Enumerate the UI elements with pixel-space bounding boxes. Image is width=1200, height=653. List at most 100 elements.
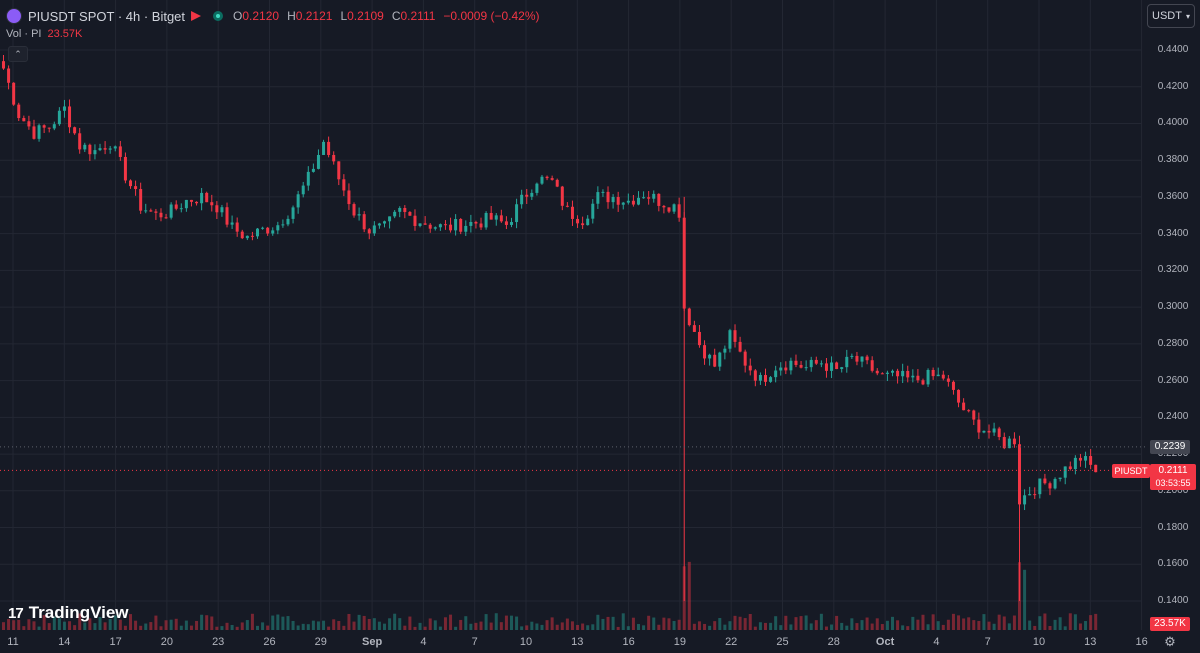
volume-bar [667,618,671,630]
volume-bar [733,615,737,630]
time-axis-label: 26 [263,636,275,648]
candle-body [896,370,900,377]
volume-bar [941,624,945,630]
volume-bar [540,624,544,630]
candle-body [240,231,244,239]
volume-bar [997,614,1001,630]
time-axis-label: 29 [315,636,327,648]
volume-bar [73,625,77,630]
candle-body [245,235,249,239]
candle-body [520,194,524,205]
candle-body [367,229,371,234]
candle-body [22,118,26,122]
candle-body [1007,438,1011,449]
volume-bar [301,623,305,630]
volume-bar [581,623,585,630]
time-axis-label: 13 [1084,636,1096,648]
volume-bar [398,618,402,630]
settings-gear-icon[interactable]: ⚙ [1164,634,1176,649]
candle-body [1028,494,1032,496]
volume-bar [677,619,681,630]
price-axis-label: 0.2800 [1157,337,1189,349]
volume-bar [931,614,935,630]
candle-body [677,204,681,218]
candle-body [885,372,889,374]
candle-body [870,360,874,371]
candle-body [408,212,412,216]
volume-bar [1048,626,1052,630]
volume-label: Vol · PI [6,28,42,40]
volume-legend[interactable]: Vol · PI 23.57K [6,28,82,40]
candle-body [108,148,112,150]
volume-bar [926,624,930,630]
candle-body [1084,456,1088,461]
ohlc-open: O0.2120 [233,9,280,23]
candle-body [718,352,722,367]
volume-bar [225,622,229,630]
volume-bar [916,619,920,630]
volume-bar [306,624,310,630]
volume-bar [779,625,783,630]
volume-bar [184,620,188,630]
candle-body [855,355,859,362]
candle-body [169,204,173,218]
tradingview-logo[interactable]: 17 TradingView [8,603,129,623]
candle-body [1094,464,1098,473]
volume-bar [504,615,508,630]
candle-body [398,207,402,212]
candle-body [443,224,447,226]
volume-bar [42,615,46,630]
candle-body [713,354,717,367]
volume-bar [982,614,986,630]
candle-body [296,194,300,208]
candle-body [139,189,143,211]
volume-bar [230,624,234,630]
volume-bar [814,620,818,630]
volume-bar [616,626,620,630]
candle-body [687,308,691,326]
volume-bar [139,625,143,630]
volume-bar [332,619,336,630]
candle-body [891,370,894,373]
volume-bar [113,615,117,630]
candle-body [850,355,854,357]
candle-body [819,363,823,365]
candle-body [845,356,849,368]
ohlc-low: L0.2109 [340,9,384,23]
price-axis-label: 0.3600 [1157,190,1189,202]
candle-body [637,197,640,205]
candle-body [738,341,742,352]
price-axis-label: 0.3000 [1157,301,1189,313]
marked-price-tag: 0.2239 [1150,440,1190,454]
volume-bar [276,614,280,630]
candle-body [377,223,381,226]
volume-bar [626,626,630,630]
volume-bar [403,625,407,630]
symbol-title[interactable]: PIUSDT SPOT · 4h · Bitget [28,8,186,24]
market-status-icon[interactable] [213,11,224,21]
volume-bar [271,615,275,630]
candle-body [1058,477,1062,479]
currency-selector[interactable]: USDT ▾ [1147,4,1195,28]
tradingview-wordmark: TradingView [28,603,129,622]
candle-body [916,375,920,381]
candle-body [433,227,437,229]
candle-body [901,370,905,377]
volume-bar [12,620,16,630]
volume-bar [824,626,828,630]
candle-body [982,430,986,433]
time-axis-label: 11 [7,636,18,648]
time-axis-label: Oct [876,636,895,648]
volume-bar [865,617,869,630]
volume-bar [144,623,148,630]
volume-bar [855,623,859,630]
collapse-legend-button[interactable]: ⌃ [8,46,28,62]
candle-body [931,369,935,377]
volume-bar [672,620,676,630]
volume-bar [408,616,412,630]
volume-bar [1012,615,1016,630]
candle-body [672,204,676,212]
candle-body [906,370,910,378]
candle-body [880,373,884,375]
